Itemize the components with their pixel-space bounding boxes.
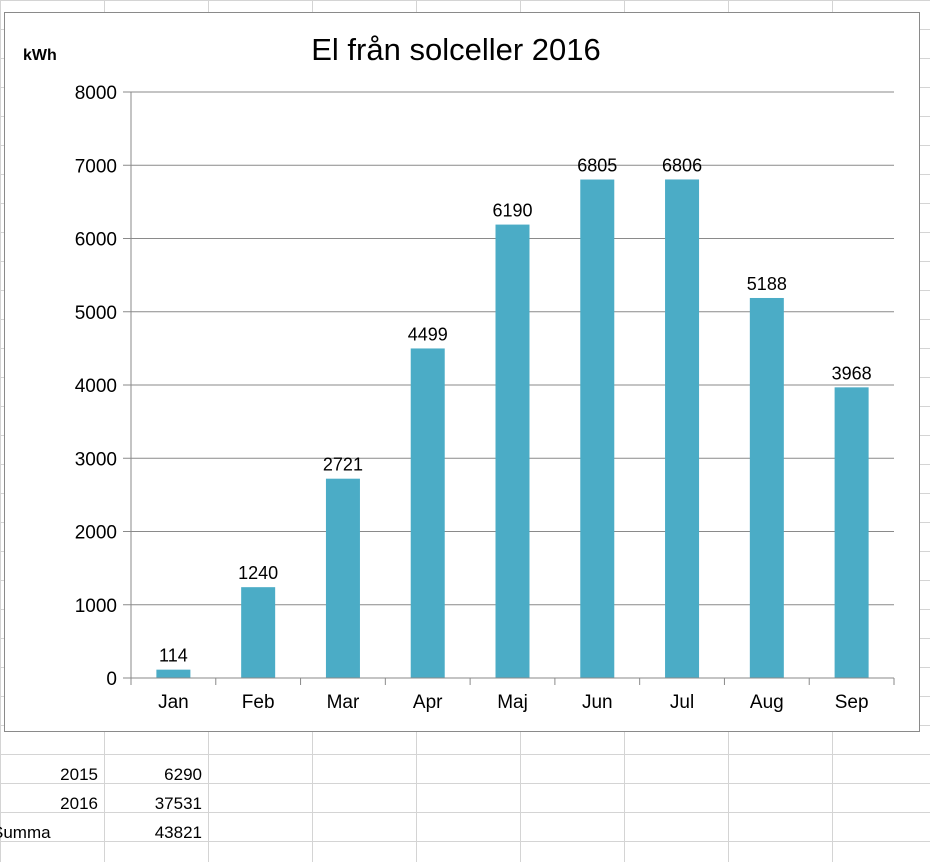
summary-row: 2015 6290 (0, 760, 206, 789)
data-label: 1240 (238, 563, 278, 583)
bar-feb[interactable] (241, 587, 276, 678)
summary-value-cell[interactable]: 37531 (154, 794, 202, 813)
x-tick-label: Mar (327, 692, 360, 713)
data-label: 2721 (323, 455, 363, 475)
x-tick-label: Jul (670, 692, 694, 713)
summary-label-cell[interactable]: 2016 (60, 794, 98, 813)
data-label: 6805 (577, 156, 617, 176)
bar-sep[interactable] (834, 387, 869, 678)
bar-maj[interactable] (495, 224, 530, 678)
y-tick-label: 3000 (75, 449, 117, 470)
summary-row: Summa 43821 (0, 818, 206, 847)
chart-title: El från solceller 2016 (311, 32, 601, 67)
bar-mar[interactable] (325, 478, 360, 678)
x-tick-label: Sep (835, 692, 869, 713)
data-label: 114 (159, 646, 188, 666)
y-tick-label: 5000 (75, 303, 117, 324)
data-label: 5188 (747, 274, 787, 294)
data-label: 3968 (832, 363, 872, 383)
summary-value-cell[interactable]: 6290 (164, 765, 202, 784)
summary-value-cell[interactable]: 43821 (154, 823, 202, 842)
y-tick-label: 2000 (75, 523, 117, 544)
x-tick-label: Aug (750, 692, 784, 713)
x-tick-label: Maj (497, 692, 528, 713)
bars (156, 179, 869, 678)
y-tick-label: 6000 (75, 230, 117, 251)
labels: 0 1000 2000 3000 4000 5000 6000 7000 8000 114 Jan 1… (75, 83, 872, 713)
x-tick-label: Jan (158, 692, 189, 713)
summary-row: 2016 37531 (0, 789, 206, 818)
axes (123, 92, 895, 685)
bar-jan[interactable] (156, 669, 191, 678)
summary-label-cell[interactable]: 2015 (60, 765, 98, 784)
chart-container[interactable]: El från solceller 2016 kWh 0 1000 2000 3000… (4, 12, 920, 732)
data-label: 4499 (408, 324, 448, 344)
bar-aug[interactable] (749, 297, 784, 678)
x-tick-label: Feb (242, 692, 275, 713)
x-tick-label: Apr (413, 692, 443, 713)
bar-chart: El från solceller 2016 kWh 0 1000 2000 3000… (23, 32, 895, 713)
data-label: 6806 (662, 155, 702, 175)
y-tick-label: 7000 (75, 156, 117, 177)
summary-label-cell[interactable]: Summa (0, 823, 51, 842)
data-label: 6190 (492, 201, 532, 221)
y-tick-label: 8000 (75, 83, 117, 104)
y-tick-label: 0 (106, 669, 117, 690)
bar-apr[interactable] (410, 348, 445, 678)
y-axis-unit-label: kWh (23, 47, 57, 64)
x-tick-label: Jun (582, 692, 613, 713)
summary-table: 2015 6290 2016 37531 Summa 43821 (0, 760, 206, 847)
bar-jun[interactable] (580, 179, 615, 678)
bar-jul[interactable] (665, 179, 700, 678)
y-tick-label: 1000 (75, 596, 117, 617)
y-tick-label: 4000 (75, 376, 117, 397)
